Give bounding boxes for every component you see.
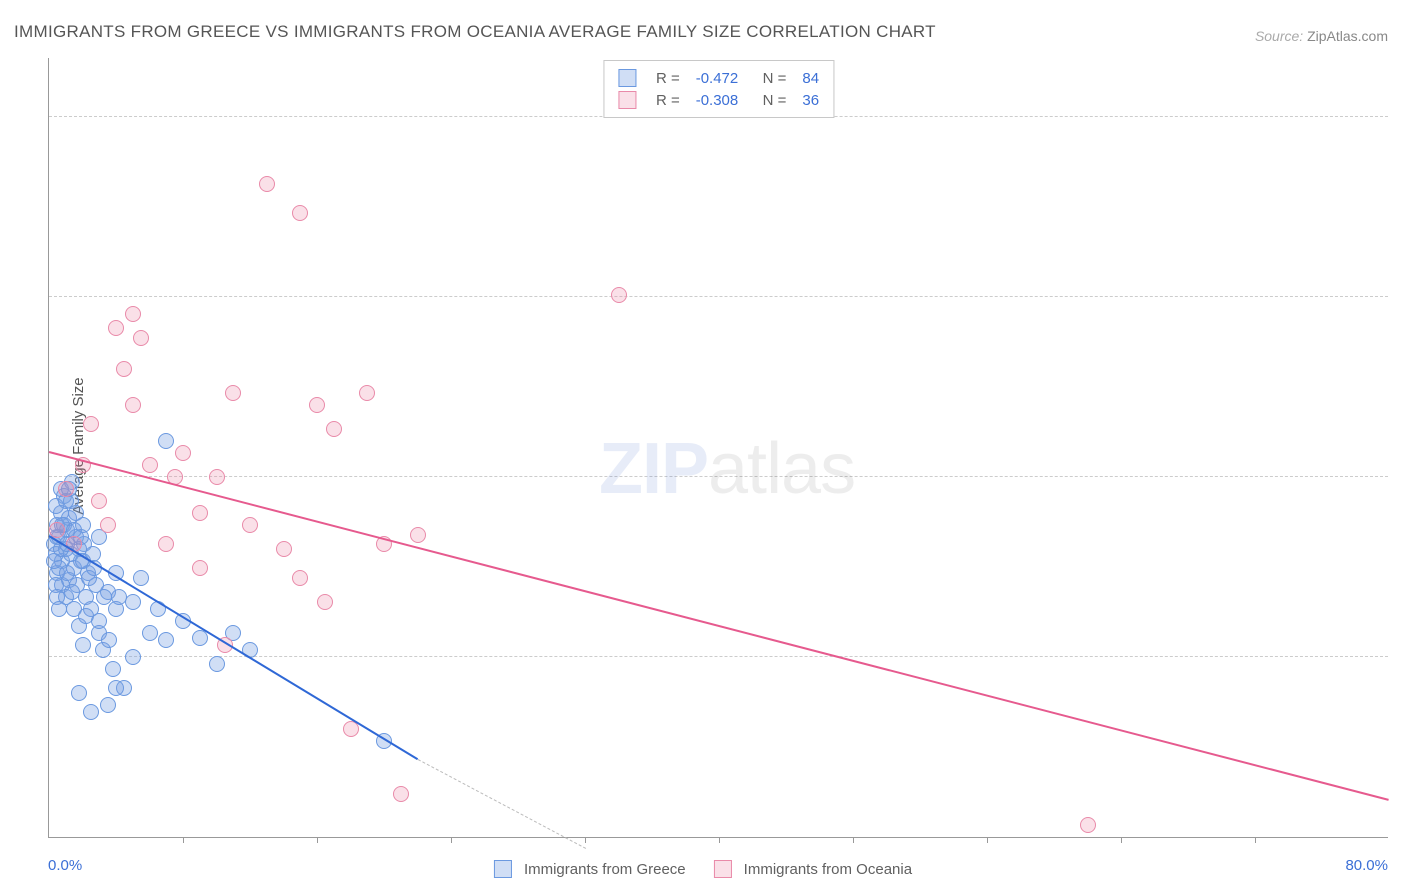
legend-swatch bbox=[618, 69, 636, 87]
scatter-point-greece bbox=[59, 565, 75, 581]
source-attribution: Source: ZipAtlas.com bbox=[1255, 28, 1388, 44]
scatter-point-greece bbox=[64, 584, 80, 600]
scatter-point-oceania bbox=[309, 397, 325, 413]
scatter-point-oceania bbox=[83, 416, 99, 432]
legend-row-oceania: R = -0.308 N = 36 bbox=[618, 89, 819, 111]
scatter-point-greece bbox=[125, 649, 141, 665]
scatter-point-greece bbox=[100, 697, 116, 713]
r-value: -0.308 bbox=[696, 92, 739, 109]
legend-item-oceania: Immigrants from Oceania bbox=[714, 860, 912, 878]
source-value: ZipAtlas.com bbox=[1307, 28, 1388, 44]
scatter-point-greece bbox=[96, 589, 112, 605]
y-tick-label: 5.00 bbox=[1396, 92, 1406, 109]
watermark-atlas: atlas bbox=[708, 429, 855, 509]
scatter-point-oceania bbox=[142, 457, 158, 473]
scatter-point-oceania bbox=[192, 560, 208, 576]
n-label: N = bbox=[754, 92, 786, 109]
scatter-point-oceania bbox=[116, 361, 132, 377]
scatter-point-oceania bbox=[100, 517, 116, 533]
scatter-point-oceania bbox=[259, 176, 275, 192]
legend-swatch bbox=[714, 860, 732, 878]
scatter-point-oceania bbox=[133, 330, 149, 346]
legend-swatch bbox=[618, 91, 636, 109]
legend-label: Immigrants from Greece bbox=[524, 861, 686, 878]
scatter-point-oceania bbox=[326, 421, 342, 437]
y-tick-label: 2.75 bbox=[1396, 632, 1406, 649]
scatter-point-greece bbox=[75, 637, 91, 653]
scatter-point-oceania bbox=[393, 786, 409, 802]
scatter-point-greece bbox=[101, 632, 117, 648]
x-axis-min-label: 0.0% bbox=[48, 857, 82, 874]
x-axis-max-label: 80.0% bbox=[1345, 857, 1388, 874]
scatter-point-greece bbox=[105, 661, 121, 677]
scatter-point-oceania bbox=[58, 481, 74, 497]
gridline bbox=[49, 476, 1388, 477]
scatter-point-greece bbox=[142, 625, 158, 641]
scatter-point-oceania bbox=[91, 493, 107, 509]
x-tick bbox=[183, 837, 184, 843]
legend-row-greece: R = -0.472 N = 84 bbox=[618, 67, 819, 89]
scatter-point-oceania bbox=[359, 385, 375, 401]
scatter-point-oceania bbox=[317, 594, 333, 610]
watermark-zip: ZIP bbox=[599, 429, 708, 509]
x-tick bbox=[317, 837, 318, 843]
x-tick bbox=[853, 837, 854, 843]
scatter-point-oceania bbox=[410, 527, 426, 543]
scatter-point-oceania bbox=[108, 320, 124, 336]
x-tick bbox=[1121, 837, 1122, 843]
x-tick bbox=[719, 837, 720, 843]
x-tick bbox=[585, 837, 586, 843]
source-label: Source: bbox=[1255, 28, 1303, 44]
scatter-point-oceania bbox=[276, 541, 292, 557]
gridline bbox=[49, 296, 1388, 297]
scatter-point-greece bbox=[111, 589, 127, 605]
scatter-point-greece bbox=[83, 704, 99, 720]
scatter-point-oceania bbox=[611, 287, 627, 303]
scatter-point-greece bbox=[108, 680, 124, 696]
y-tick-label: 3.50 bbox=[1396, 452, 1406, 469]
correlation-legend: R = -0.472 N = 84R = -0.308 N = 36 bbox=[603, 60, 834, 118]
legend-item-greece: Immigrants from Greece bbox=[494, 860, 686, 878]
scatter-point-greece bbox=[133, 570, 149, 586]
scatter-point-oceania bbox=[125, 397, 141, 413]
scatter-point-oceania bbox=[292, 570, 308, 586]
r-label: R = bbox=[656, 92, 680, 109]
scatter-point-greece bbox=[71, 685, 87, 701]
scatter-point-greece bbox=[51, 601, 67, 617]
x-tick bbox=[987, 837, 988, 843]
scatter-point-greece bbox=[46, 553, 62, 569]
y-tick-label: 4.25 bbox=[1396, 272, 1406, 289]
scatter-point-oceania bbox=[158, 536, 174, 552]
scatter-point-oceania bbox=[49, 522, 65, 538]
trend-line bbox=[49, 451, 1389, 801]
n-label: N = bbox=[754, 70, 786, 87]
watermark: ZIPatlas bbox=[599, 428, 855, 510]
x-tick bbox=[451, 837, 452, 843]
chart-plot-area: ZIPatlas R = -0.472 N = 84R = -0.308 N =… bbox=[48, 58, 1388, 838]
scatter-point-oceania bbox=[192, 505, 208, 521]
scatter-point-oceania bbox=[1080, 817, 1096, 833]
scatter-point-oceania bbox=[125, 306, 141, 322]
trend-line bbox=[417, 759, 585, 849]
scatter-point-oceania bbox=[242, 517, 258, 533]
r-value: -0.472 bbox=[696, 70, 739, 87]
scatter-point-oceania bbox=[225, 385, 241, 401]
r-label: R = bbox=[656, 70, 680, 87]
n-value: 36 bbox=[802, 92, 819, 109]
scatter-point-greece bbox=[209, 656, 225, 672]
chart-title: IMMIGRANTS FROM GREECE VS IMMIGRANTS FRO… bbox=[14, 22, 936, 42]
series-legend: Immigrants from Greece Immigrants from Oc… bbox=[494, 860, 912, 878]
scatter-point-greece bbox=[158, 632, 174, 648]
legend-swatch bbox=[494, 860, 512, 878]
x-tick bbox=[1255, 837, 1256, 843]
n-value: 84 bbox=[802, 70, 819, 87]
scatter-point-greece bbox=[158, 433, 174, 449]
scatter-point-oceania bbox=[209, 469, 225, 485]
scatter-point-greece bbox=[91, 613, 107, 629]
scatter-point-oceania bbox=[175, 445, 191, 461]
legend-label: Immigrants from Oceania bbox=[744, 861, 912, 878]
scatter-point-oceania bbox=[292, 205, 308, 221]
